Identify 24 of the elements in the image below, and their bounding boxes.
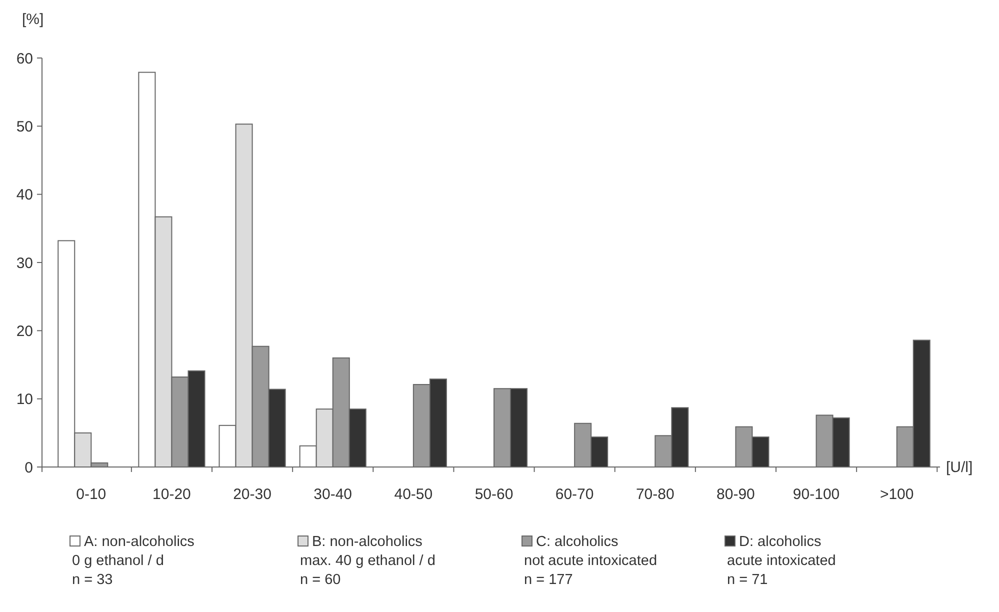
x-tick-label: 20-30 (233, 486, 272, 503)
legend-label: D: alcoholics acute intoxicated n = 71 (727, 534, 836, 588)
y-tick-label: 30 (16, 254, 33, 272)
x-tick-label: 40-50 (394, 486, 433, 503)
y-tick-label: 20 (16, 322, 33, 340)
x-tick-label: 80-90 (716, 486, 755, 503)
x-tick-label: 50-60 (474, 486, 514, 503)
x-tick-label: 90-100 (792, 486, 840, 503)
x-tick-label: >100 (880, 486, 914, 503)
y-axis-title: [%] (22, 11, 44, 28)
x-tick-label: 10-20 (152, 486, 191, 503)
x-axis-title: [U/l] (946, 459, 973, 476)
y-tick-label: 50 (16, 118, 33, 136)
y-tick-label: 10 (16, 391, 33, 408)
y-tick-label: 60 (16, 50, 33, 68)
x-tick-label: 0-10 (76, 486, 106, 503)
y-tick-label: 0 (24, 459, 33, 476)
x-tick-label: 70-80 (636, 486, 674, 503)
legend-label: A: non-alcoholics 0 g ethanol / d n = 33 (72, 534, 194, 588)
x-tick-label: 60-70 (555, 486, 594, 503)
y-tick-label: 40 (16, 186, 33, 204)
legend-label: B: non-alcoholics max. 40 g ethanol / d n = 60 (300, 534, 436, 588)
legend-label: C: alcoholics not acute intoxicated n = 177 (524, 534, 658, 588)
x-tick-label: 30-40 (314, 486, 352, 503)
